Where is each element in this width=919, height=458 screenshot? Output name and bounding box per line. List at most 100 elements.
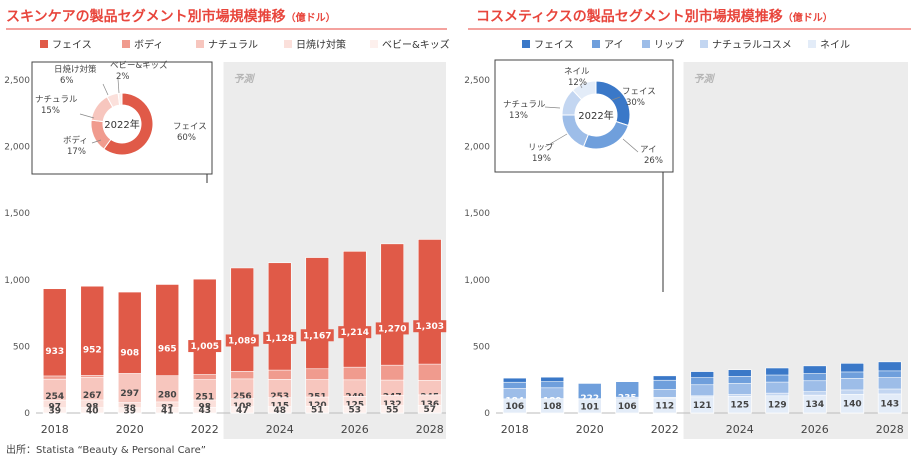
cosmetics-donut-label-pct-2: 19% — [532, 154, 551, 164]
cosmetics-bar-2021-s4 — [615, 398, 640, 414]
cosmetics-bar-2028-s4 — [877, 393, 902, 414]
cosmetics-legend-label-1: アイ — [604, 40, 624, 51]
cosmetics-bar-2020-s4 — [577, 399, 602, 414]
cosmetics-datalabel-2020-s4: 101 — [580, 402, 599, 412]
cosmetics-xtick-2024: 2024 — [726, 423, 754, 436]
skincare-datalabel-2020-s2: 297 — [120, 389, 139, 399]
skincare-datalabel-2028-s0: 1,303 — [416, 322, 444, 332]
cosmetics-donut-label-pct-4: 12% — [568, 78, 587, 88]
cosmetics-legend-swatch-4 — [808, 40, 816, 48]
cosmetics-forecast-region — [683, 62, 908, 439]
skincare-datalabel-bg-2023-s0 — [225, 334, 259, 347]
skincare-legend-swatch-1 — [122, 40, 130, 48]
cosmetics-datalabel-2024-s4: 125 — [730, 401, 749, 411]
skincare-ytick-3: 1,500 — [4, 209, 30, 219]
cosmetics-donut-label-pct-0: 30% — [626, 98, 645, 108]
skincare-datalabel-2021-s4: 41 — [161, 406, 174, 416]
skincare-donut-label-name-1: ボディ — [63, 135, 88, 146]
skincare-donut-label-name-2: ナチュラル — [35, 95, 78, 105]
skincare-xtick-2028: 2028 — [416, 423, 444, 436]
skincare-datalabel-2027-s3: 132 — [383, 400, 402, 410]
skincare-bar-2021-s4 — [155, 407, 180, 414]
cosmetics-xtick-2028: 2028 — [876, 423, 904, 436]
skincare-datalabel-2025-s4: 51 — [311, 406, 324, 416]
skincare-donut-slice-4 — [117, 92, 123, 106]
skincare-ytick-0: 0 — [24, 409, 30, 419]
skincare-datalabel-bg-2020-s0 — [118, 346, 141, 359]
cosmetics-bar-2026-s4 — [802, 394, 827, 414]
skincare-donut-slice-0 — [103, 92, 154, 156]
cosmetics-donut-label-leader-1 — [622, 138, 639, 153]
cosmetics-donut-label-leader-4 — [579, 83, 583, 89]
skincare-datalabel-bg-2018-s0 — [43, 344, 66, 357]
skincare-datalabel-2027-s0: 1,270 — [378, 324, 406, 334]
cosmetics-xtick-2020: 2020 — [576, 423, 604, 436]
skincare-donut-center-label: 2022年 — [104, 118, 139, 131]
skincare-datalabel-2027-s4: 55 — [386, 405, 399, 415]
cosmetics-datalabel-2023-s4: 121 — [693, 401, 712, 411]
cosmetics-forecast-label: 予測 — [694, 73, 716, 85]
cosmetics-datalabel-2018-s4: 106 — [505, 402, 524, 412]
cosmetics-donut-slice-4 — [572, 80, 597, 101]
skincare-datalabel-2018-s4: 39 — [48, 406, 61, 416]
skincare-legend-swatch-0 — [40, 40, 48, 48]
skincare-datalabel-bg-2025-s0 — [300, 329, 334, 342]
cosmetics-legend-swatch-0 — [522, 40, 530, 48]
cosmetics-donut-label-name-0: フェイス — [622, 87, 656, 97]
skincare-ytick-2: 1,000 — [4, 276, 30, 286]
cosmetics-title-unit: （億ドル） — [783, 11, 833, 24]
skincare-bar-2019-s4 — [80, 407, 105, 414]
skincare-donut-label-name-4: ベビー&キッズ — [110, 60, 168, 71]
cosmetics-legend-label-3: ナチュラルコスメ — [712, 39, 792, 51]
cosmetics-chart: コスメティクスの製品セグメント別市場規模推移（億ドル）フェイス アイ リップ ナチュラ… — [464, 8, 911, 439]
skincare-bar-2024-s4 — [267, 406, 292, 414]
skincare-legend-swatch-3 — [284, 40, 292, 48]
skincare-datalabel-2028-s3: 136 — [420, 400, 439, 410]
skincare-donut-label-leader-3 — [102, 83, 109, 96]
skincare-donut-label-leader-2 — [79, 113, 95, 119]
skincare-datalabel-2022-s4: 43 — [198, 406, 211, 416]
cosmetics-bar-2019-s4 — [540, 398, 565, 414]
skincare-donut-label-leader-4 — [117, 78, 120, 94]
skincare-datalabel-2026-s4: 53 — [348, 405, 361, 415]
cosmetics-donut-label-pct-3: 13% — [509, 111, 528, 121]
skincare-datalabel-2024-s4: 48 — [273, 406, 286, 416]
cosmetics-xtick-2018: 2018 — [501, 423, 529, 436]
skincare-datalabel-2021-s0: 965 — [158, 345, 177, 355]
skincare-datalabel-2024-s2: 253 — [270, 392, 289, 402]
skincare-bar-2027-s4 — [380, 405, 405, 414]
skincare-xtick-2022: 2022 — [191, 423, 219, 436]
skincare-title-unit: （億ドル） — [286, 11, 336, 24]
cosmetics-bar-2024-s4 — [727, 396, 752, 414]
cosmetics-bar-2027-s4 — [840, 394, 865, 414]
skincare-donut-label-name-0: フェイス — [173, 122, 207, 132]
cosmetics-bar-2018-s4 — [502, 398, 527, 414]
skincare-legend-label-1: ボディ — [134, 38, 163, 51]
skincare-donut-label-pct-4: 2% — [116, 72, 130, 82]
skincare-datalabel-bg-2026-s0 — [338, 326, 372, 339]
cosmetics-legend-label-2: リップ — [654, 39, 684, 51]
skincare-legend-label-3: 日焼け対策 — [296, 38, 346, 51]
skincare-datalabel-2020-s0: 908 — [120, 349, 139, 359]
cosmetics-datalabel-2027-s4: 140 — [843, 400, 862, 410]
skincare-legend-label-0: フェイス — [52, 40, 92, 51]
skincare-donut-label-pct-0: 60% — [177, 133, 196, 143]
cosmetics-bar-2023-s4 — [690, 396, 715, 414]
cosmetics-legend-swatch-3 — [700, 40, 708, 48]
skincare-bar-2020-s4 — [117, 407, 142, 414]
cosmetics-xtick-2026: 2026 — [801, 423, 829, 436]
skincare-datalabel-bg-2019-s0 — [81, 343, 104, 356]
cosmetics-ytick-4: 2,000 — [464, 143, 490, 153]
skincare-datalabel-2018-s0: 933 — [45, 347, 64, 357]
cosmetics-legend-label-4: ネイル — [820, 39, 850, 51]
skincare-datalabel-2028-s4: 57 — [423, 405, 436, 415]
cosmetics-ytick-5: 2,500 — [464, 76, 490, 86]
cosmetics-datalabel-2026-s4: 134 — [805, 400, 824, 410]
skincare-legend-swatch-4 — [370, 40, 378, 48]
skincare-donut-label-name-3: 日焼け対策 — [54, 64, 97, 75]
cosmetics-bar-2022-s4 — [652, 397, 677, 414]
skincare-datalabel-2018-s2: 254 — [45, 392, 64, 402]
skincare-datalabel-2020-s4: 39 — [123, 406, 136, 416]
skincare-legend-swatch-2 — [196, 40, 204, 48]
